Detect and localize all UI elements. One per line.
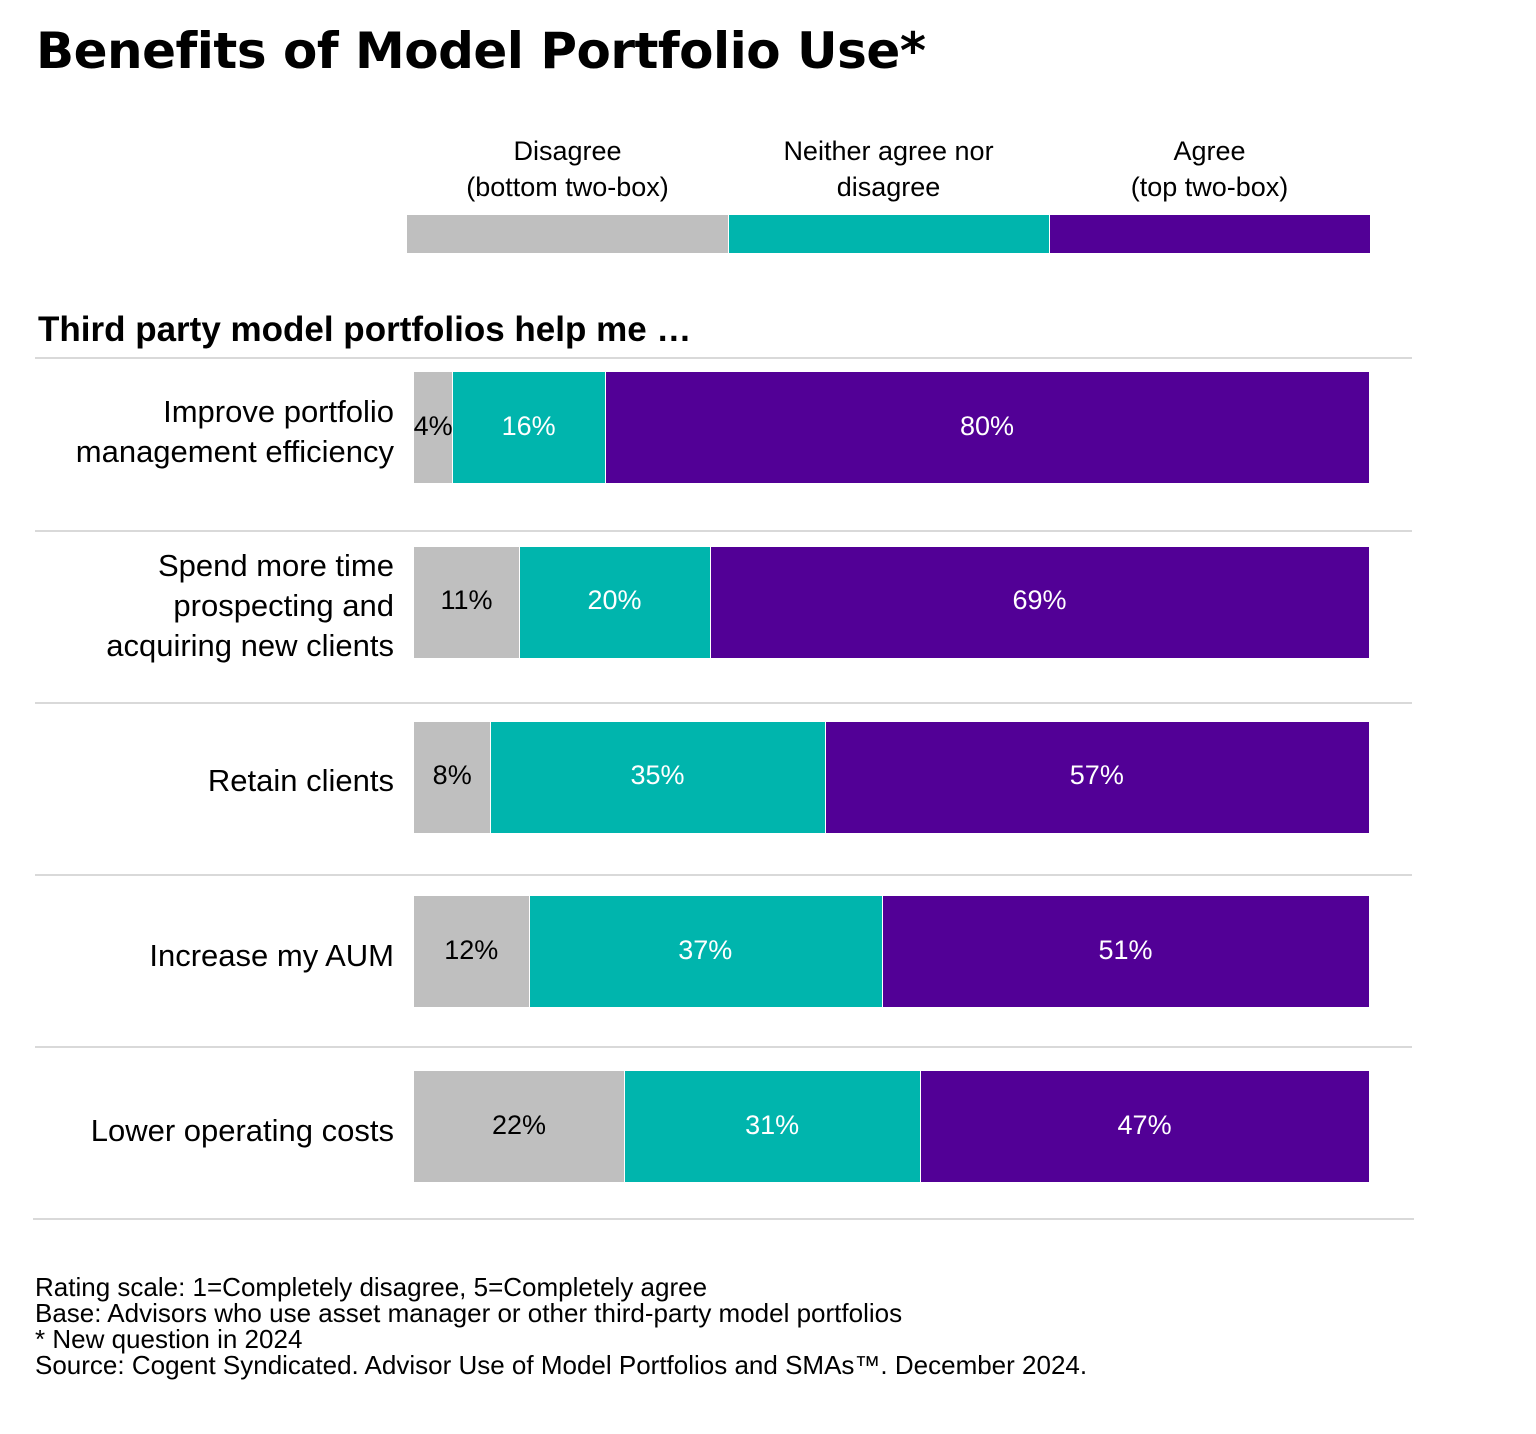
data-label-neutral: 16% bbox=[501, 410, 556, 441]
data-label-neutral: 37% bbox=[678, 934, 733, 965]
data-label-neutral: 31% bbox=[745, 1109, 800, 1140]
bar-segment-disagree bbox=[414, 721, 491, 833]
data-label-neutral: 20% bbox=[587, 585, 642, 616]
category-label: Improve portfolio management efficiency bbox=[75, 393, 394, 469]
row-divider bbox=[35, 874, 1412, 876]
data-label-disagree: 12% bbox=[444, 934, 499, 965]
data-label-disagree: 8% bbox=[432, 760, 472, 791]
bar-segment-agree bbox=[711, 546, 1369, 658]
data-label-agree: 57% bbox=[1069, 760, 1124, 791]
data-label-disagree: 4% bbox=[413, 410, 453, 441]
legend-label-disagree: Disagree (bottom two-box) bbox=[466, 136, 669, 202]
row-divider bbox=[35, 702, 1412, 704]
bar-segment-agree bbox=[882, 896, 1369, 1008]
footnote-source: Source: Cogent Syndicated. Advisor Use o… bbox=[35, 1350, 1088, 1380]
category-label: Retain clients bbox=[207, 763, 394, 799]
footnote-rating-scale: Rating scale: 1=Completely disagree, 5=C… bbox=[35, 1272, 708, 1302]
category-label: Lower operating costs bbox=[90, 1112, 394, 1148]
category-label: Increase my AUM bbox=[149, 937, 394, 973]
row-divider bbox=[35, 357, 1412, 359]
bar-segment-neutral bbox=[491, 721, 825, 833]
chart-title: Benefits of Model Portfolio Use* bbox=[36, 22, 926, 80]
bar-segment-neutral bbox=[520, 546, 711, 658]
category-label: Spend more time prospecting and acquiring … bbox=[106, 548, 394, 664]
data-label-agree: 51% bbox=[1098, 934, 1153, 965]
footnotes: Rating scale: 1=Completely disagree, 5=C… bbox=[35, 1274, 1087, 1378]
legend-label-agree: Agree (top two-box) bbox=[1130, 136, 1289, 202]
chart-subtitle: Third party model portfolios help me … bbox=[38, 310, 692, 349]
legend-swatch-neutral bbox=[729, 215, 1049, 253]
data-label-disagree: 22% bbox=[492, 1109, 547, 1140]
bar-segment-neutral bbox=[453, 372, 605, 483]
legend-swatch-disagree bbox=[407, 215, 728, 253]
row-divider bbox=[33, 1218, 1414, 1220]
row-divider bbox=[35, 530, 1412, 532]
legend-swatch-agree bbox=[1050, 215, 1370, 253]
bar-segment-disagree bbox=[414, 372, 453, 483]
bar-segment-disagree bbox=[414, 546, 520, 658]
bar-segment-disagree bbox=[414, 896, 529, 1008]
row-divider bbox=[35, 1046, 1412, 1048]
data-label-agree: 69% bbox=[1012, 585, 1067, 616]
bar-segment-agree bbox=[921, 1071, 1369, 1183]
legend-label-neutral: Neither agree nor disagree bbox=[783, 136, 994, 202]
footnote-base: Base: Advisors who use asset manager or … bbox=[35, 1298, 903, 1328]
bar-segment-disagree bbox=[414, 1071, 625, 1183]
bar-segment-agree bbox=[825, 721, 1369, 833]
footnote-new-question: * New question in 2024 bbox=[35, 1324, 303, 1354]
data-label-agree: 47% bbox=[1117, 1109, 1172, 1140]
bar-segment-agree bbox=[606, 372, 1369, 483]
data-label-disagree: 11% bbox=[440, 585, 493, 616]
data-label-agree: 80% bbox=[959, 410, 1015, 441]
data-label-neutral: 35% bbox=[630, 760, 685, 791]
bar-segment-neutral bbox=[625, 1071, 921, 1183]
bar-segment-neutral bbox=[529, 896, 882, 1008]
